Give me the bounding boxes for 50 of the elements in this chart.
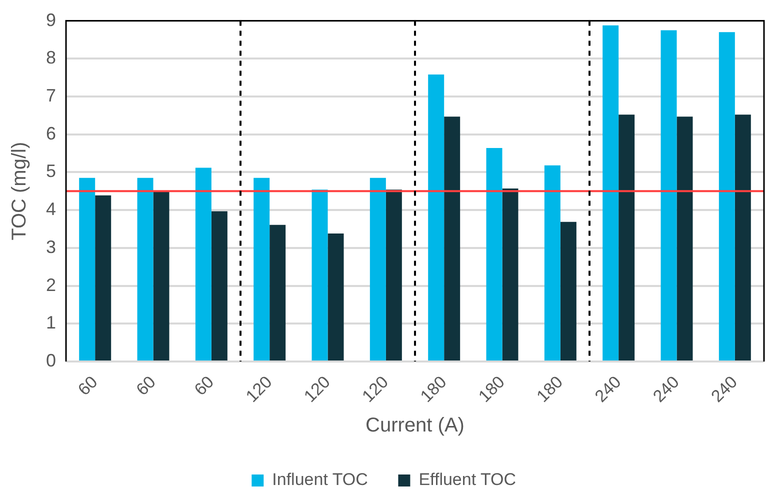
bar	[211, 211, 228, 361]
bar	[153, 190, 170, 361]
y-tick-label: 8	[46, 48, 56, 68]
bar	[734, 114, 751, 361]
y-tick-label: 6	[46, 123, 56, 144]
bar	[676, 116, 693, 361]
bar	[79, 178, 96, 361]
y-tick-label: 2	[46, 274, 56, 295]
bar	[195, 168, 212, 361]
y-axis-title: TOC (mg/l)	[8, 142, 31, 240]
y-tick-label: 7	[46, 85, 56, 106]
x-tick-label: 180	[533, 372, 567, 406]
bar	[660, 30, 677, 361]
bar	[312, 190, 328, 361]
x-tick-label: 60	[74, 372, 102, 400]
bar	[486, 148, 502, 361]
x-tick-label: 240	[591, 372, 625, 406]
bar	[544, 165, 560, 361]
legend-label: Influent TOC	[272, 470, 368, 490]
bar	[270, 224, 286, 361]
x-tick-label: 120	[242, 372, 276, 406]
bar	[444, 116, 460, 361]
bar	[560, 222, 576, 361]
x-axis-title: Current (A)	[366, 414, 464, 437]
bar	[328, 234, 344, 361]
bar	[428, 74, 444, 361]
x-tick-label: 120	[300, 372, 334, 406]
bar	[254, 178, 270, 361]
x-tick-label: 240	[649, 372, 683, 406]
x-tick-label: 180	[416, 372, 450, 406]
y-tick-label: 0	[46, 350, 56, 370]
y-tick-label: 9	[46, 10, 56, 30]
bar	[137, 178, 154, 361]
y-tick-label: 4	[46, 199, 56, 220]
legend-label: Effluent TOC	[418, 470, 516, 490]
bar	[602, 25, 619, 361]
x-tick-label: 60	[190, 372, 218, 400]
bar	[618, 114, 635, 361]
bar	[386, 190, 402, 361]
x-tick-label: 240	[708, 372, 742, 406]
bar	[718, 32, 735, 361]
x-tick-label: 180	[474, 372, 508, 406]
bar	[502, 188, 518, 361]
bar	[95, 195, 112, 361]
y-tick-label: 5	[46, 161, 56, 182]
x-tick-label: 120	[358, 372, 392, 406]
x-tick-label: 60	[132, 372, 160, 400]
bar	[370, 178, 386, 361]
y-tick-label: 3	[46, 236, 56, 257]
y-tick-label: 1	[46, 312, 56, 333]
